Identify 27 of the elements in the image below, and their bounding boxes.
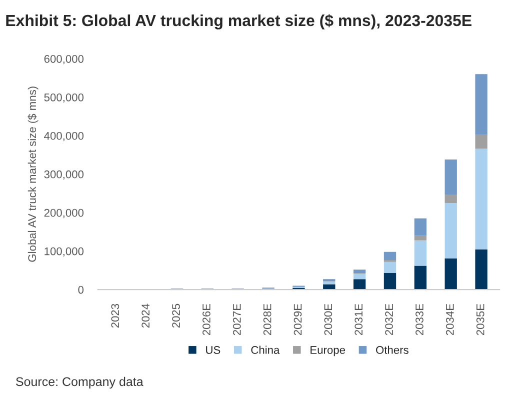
y-tick-label: 600,000 bbox=[44, 54, 84, 64]
legend-label: Europe bbox=[310, 346, 346, 356]
y-tick-label: 400,000 bbox=[44, 132, 84, 142]
chart-title: Exhibit 5: Global AV trucking market size ($ mns), 2023-2035E bbox=[6, 14, 472, 30]
y-tick-label: 200,000 bbox=[44, 208, 84, 218]
x-tick-label: 2027E bbox=[232, 304, 241, 336]
legend-label: US bbox=[206, 346, 220, 354]
y-tick-label: 300,000 bbox=[44, 170, 84, 180]
x-tick-label: 2031E bbox=[354, 304, 363, 336]
x-tick-label: 2026E bbox=[202, 304, 210, 336]
x-tick-label: 2032E bbox=[385, 304, 393, 336]
x-tick-label: 2024 bbox=[142, 304, 150, 328]
y-tick-label: 0 bbox=[78, 286, 84, 294]
x-tick-label: 2028E bbox=[263, 304, 272, 336]
x-tick-label: 2025 bbox=[172, 304, 180, 328]
x-tick-label: 2034E bbox=[446, 304, 454, 336]
legend-label: China bbox=[251, 346, 280, 354]
legend-label: Others bbox=[376, 346, 408, 354]
x-tick-label: 2029E bbox=[294, 304, 302, 336]
x-tick-label: 2033E bbox=[416, 304, 424, 336]
x-tick-label: 2035E bbox=[476, 304, 484, 336]
source-note: Source: Company data bbox=[16, 376, 144, 389]
x-tick-label: 2030E bbox=[324, 304, 332, 336]
y-tick-label: 500,000 bbox=[44, 93, 84, 103]
y-axis-title: Global AV truck market size ($ mns) bbox=[28, 86, 38, 262]
x-tick-label: 2023 bbox=[111, 304, 120, 328]
y-tick-label: 100,000 bbox=[44, 247, 84, 257]
